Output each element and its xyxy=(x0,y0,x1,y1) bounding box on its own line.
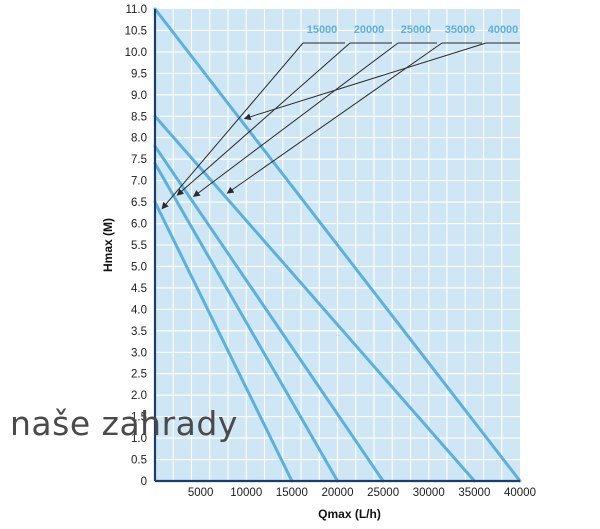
x-tick-label: 30000 xyxy=(413,487,445,499)
y-tick-label: 9.5 xyxy=(131,68,147,80)
legend-label-35000: 35000 xyxy=(445,24,476,36)
y-tick-label: 3.0 xyxy=(131,347,147,359)
y-tick-label: 10.5 xyxy=(125,25,147,37)
y-tick-label: 4.5 xyxy=(131,283,147,295)
y-tick-label: 6.0 xyxy=(131,219,147,231)
y-tick-label: 10.0 xyxy=(125,47,147,59)
y-axis-title: Hmax (M) xyxy=(101,218,115,272)
y-tick-label: 11.0 xyxy=(125,4,147,16)
y-tick-label: 5.5 xyxy=(131,240,147,252)
y-tick-label: 3.5 xyxy=(131,326,147,338)
legend: 15000 20000 25000 35000 40000 xyxy=(307,24,519,36)
y-tick-label: 0 xyxy=(141,476,147,488)
y-tick-label: 4.0 xyxy=(131,304,147,316)
x-tick-label: 10000 xyxy=(230,487,262,499)
y-tick-label: 2.0 xyxy=(131,390,147,402)
x-tick-label: 20000 xyxy=(322,487,354,499)
leader-arrow-15000 xyxy=(161,42,304,210)
x-tick-label: 40000 xyxy=(504,487,536,499)
x-tick-label: 5000 xyxy=(188,487,214,499)
y-tick-label: 1.0 xyxy=(131,433,147,445)
y-tick-label: 9.0 xyxy=(131,90,147,102)
leader-arrow-25000 xyxy=(192,42,399,198)
series-line-40000 xyxy=(153,7,522,483)
y-tick-label: 2.5 xyxy=(131,369,147,381)
watermark-logo: naše zahrady xyxy=(10,404,238,443)
leader-lines xyxy=(161,42,520,210)
y-tick-label: 1.5 xyxy=(131,412,147,424)
y-tick-label: 5.0 xyxy=(131,261,147,273)
y-tick-label: 6.5 xyxy=(131,197,147,209)
series-lines xyxy=(153,7,522,483)
series-line-25000 xyxy=(153,144,385,483)
legend-label-25000: 25000 xyxy=(401,24,432,36)
y-tick-label: 8.0 xyxy=(131,133,147,145)
series-line-15000 xyxy=(153,200,294,483)
x-tick-labels: 5000 10000 15000 20000 25000 30000 35000 40000 xyxy=(188,487,536,499)
y-tick-label: 0.5 xyxy=(131,455,147,467)
x-axis-title: Qmax (L/h) xyxy=(318,507,381,521)
legend-label-15000: 15000 xyxy=(307,24,338,36)
x-tick-label: 35000 xyxy=(458,487,490,499)
leader-arrow-20000 xyxy=(176,42,351,196)
y-tick-label: 8.5 xyxy=(131,111,147,123)
y-tick-labels: 0 0.5 1.0 1.5 2.0 2.5 3.0 3.5 4.0 4.5 5.0 5.5 6.0 6.5… xyxy=(125,4,147,488)
x-tick-label: 15000 xyxy=(276,487,308,499)
leader-arrow-40000 xyxy=(243,42,487,121)
series-line-35000 xyxy=(153,114,476,483)
series-line-20000 xyxy=(153,162,339,483)
x-tick-label: 25000 xyxy=(367,487,399,499)
axes xyxy=(153,9,520,483)
y-tick-label: 7.5 xyxy=(131,154,147,166)
y-tick-label: 7.0 xyxy=(131,176,147,188)
legend-label-40000: 40000 xyxy=(488,24,519,36)
legend-label-20000: 20000 xyxy=(354,24,385,36)
